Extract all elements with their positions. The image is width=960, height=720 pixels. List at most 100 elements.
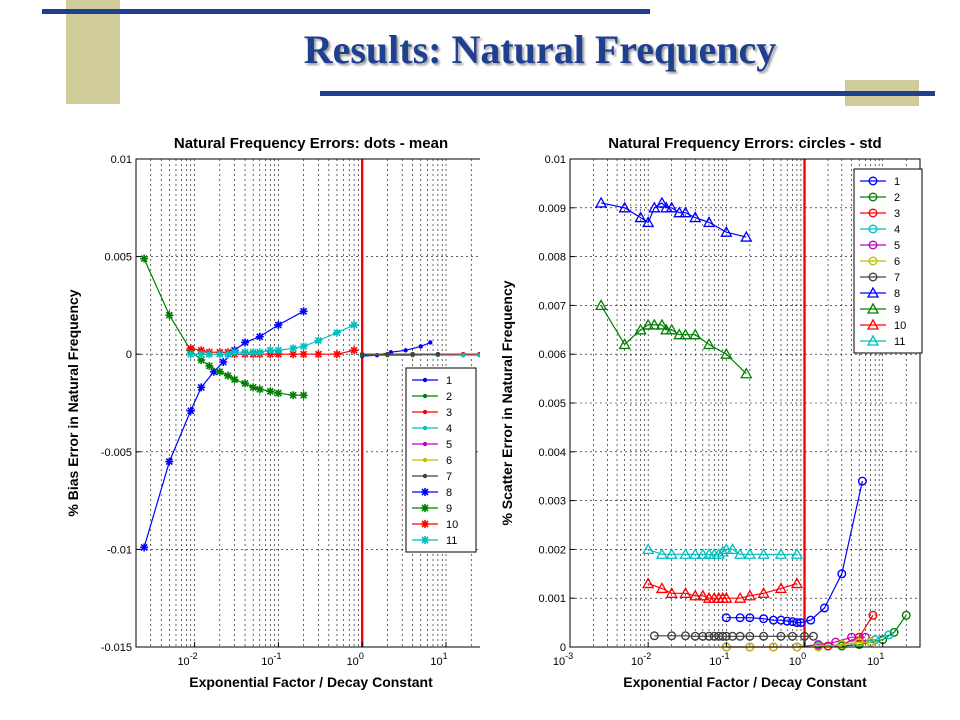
c1-series-11-point <box>241 348 250 357</box>
c2-x-axis-label: Exponential Factor / Decay Constant <box>623 674 867 690</box>
c1-series-9-point <box>266 387 275 396</box>
c1-legend-entry-3: 3 <box>446 407 452 419</box>
c2-xtick-label: 101 <box>867 651 884 668</box>
c2-series-1-point <box>806 615 816 625</box>
c2-legend-marker <box>868 208 878 218</box>
c2-legend-entry-3: 3 <box>894 208 900 220</box>
c1-legend-marker <box>422 473 428 479</box>
c1-series-11-point <box>230 348 239 357</box>
c1-legend-entry-1: 1 <box>446 375 452 387</box>
c2-series-7-point <box>735 631 745 641</box>
c2-series-11-point <box>689 547 702 559</box>
c2-series-7-point <box>787 631 797 641</box>
c1-series-7-point <box>385 352 390 357</box>
c2-series-7-point <box>649 631 659 641</box>
c2-series-7-point <box>718 631 728 641</box>
c2-series-8-point <box>634 211 647 223</box>
c2-series-8 <box>595 196 753 242</box>
c1-series-11-point <box>249 348 258 357</box>
c2-series-1-line <box>726 480 863 624</box>
c2-series-6-point <box>866 637 876 647</box>
c1-ytick-label: -0.015 <box>101 642 132 654</box>
c2-series-11-point <box>679 547 692 559</box>
c2-legend-marker <box>866 318 880 330</box>
c1-legend-marker <box>422 377 428 383</box>
c1-series-11-point <box>314 336 323 345</box>
c1-series-11-point <box>205 350 214 359</box>
c2-series-9-point <box>642 318 655 330</box>
c2-series-9-point <box>665 323 678 335</box>
c2-series-1-point <box>759 614 769 624</box>
c1-series-1-point <box>388 350 394 355</box>
c2-series-7-point <box>721 631 731 641</box>
c2-legend-marker <box>868 176 878 186</box>
bias-error-chart: -0.015 -0.01 -0.005 0 0.005 0.01 10-2 10-1 100 10… <box>65 135 480 690</box>
c1-legend-marker <box>421 504 429 512</box>
c2-series-11-point <box>757 547 770 559</box>
c2-ytick-label: 0.009 <box>538 203 566 215</box>
c2-series-3-point <box>868 610 878 620</box>
c2-series-6-point <box>854 637 864 647</box>
c1-series-9-point <box>165 311 174 320</box>
c1-series-9-point <box>299 391 308 400</box>
c1-chart-title: Natural Frequency Errors: dots - mean <box>174 135 448 152</box>
c2-series-10-point <box>679 586 692 598</box>
c2-ytick-label: 0 <box>560 642 566 654</box>
c2-series-1-point <box>796 618 806 628</box>
c2-series-10-point <box>655 582 669 594</box>
page-title: Results: Natural Frequency <box>303 27 777 72</box>
c1-legend-marker <box>422 441 428 447</box>
c1-legend-entry-6: 6 <box>446 455 452 467</box>
c2-xtick-label: 10-3 <box>553 651 573 668</box>
c1-series-10-point <box>289 350 298 359</box>
c2-series-8-point <box>720 225 733 237</box>
c1-legend-marker <box>422 393 428 399</box>
c2-series-10-point <box>790 577 804 589</box>
c2-legend-entry-4: 4 <box>894 224 900 236</box>
c2-series-8-point <box>595 196 608 208</box>
c2-series-8-point <box>618 201 631 213</box>
c2-series-7-point <box>709 631 719 641</box>
c1-series-9-point <box>249 383 258 392</box>
c1-legend-marker <box>422 425 428 431</box>
c2-legend-entry-11: 11 <box>894 336 905 348</box>
c2-ytick-label: 0.002 <box>538 544 566 556</box>
c2-series-11-point <box>743 547 756 559</box>
c2-series-7-point <box>808 631 818 641</box>
c1-ytick-label: -0.005 <box>101 447 132 459</box>
c2-series-1-point <box>857 476 867 486</box>
c2-series-7-point <box>745 631 755 641</box>
c1-series-8-point <box>274 320 283 329</box>
c2-legend-entry-6: 6 <box>894 256 900 268</box>
c2-series-7-point <box>704 631 714 641</box>
c2-legend-entry-7: 7 <box>894 272 900 284</box>
c2-legend-marker <box>868 192 878 202</box>
c1-series-8-point <box>241 338 250 347</box>
c2-series-11-point <box>726 543 739 555</box>
c1-series-1-point <box>418 344 423 349</box>
c2-xtick-label: 10-1 <box>709 651 729 668</box>
c2-legend-entry-10: 10 <box>894 320 906 332</box>
c2-series-11-point <box>716 545 729 557</box>
c1-ytick-label: 0.005 <box>104 252 132 264</box>
c2-ytick-label: 0.007 <box>538 300 566 312</box>
c1-series-11-point <box>186 350 195 359</box>
c2-ytick-label: 0.01 <box>545 154 566 166</box>
c2-series-11-point <box>665 547 678 559</box>
c1-series-11-point <box>266 346 275 355</box>
c1-legend-entry-2: 2 <box>446 391 452 403</box>
c2-series-9-point <box>689 328 702 340</box>
c2-series-11-point <box>790 547 804 559</box>
c2-series-7-point <box>800 631 810 641</box>
c2-series-1-point <box>837 569 847 579</box>
c1-series-1-point <box>403 348 408 353</box>
c1-series-9-point <box>241 379 250 388</box>
c2-legend-marker <box>866 334 880 346</box>
c2-series-10 <box>642 577 804 603</box>
c1-legend-entry-4: 4 <box>446 423 452 435</box>
c2-series-5-point <box>813 640 823 650</box>
c2-legend-entry-2: 2 <box>894 192 900 204</box>
c1-series-9-point <box>140 254 149 263</box>
c2-series-10-point <box>734 591 747 603</box>
c2-series-8-point <box>702 216 716 228</box>
